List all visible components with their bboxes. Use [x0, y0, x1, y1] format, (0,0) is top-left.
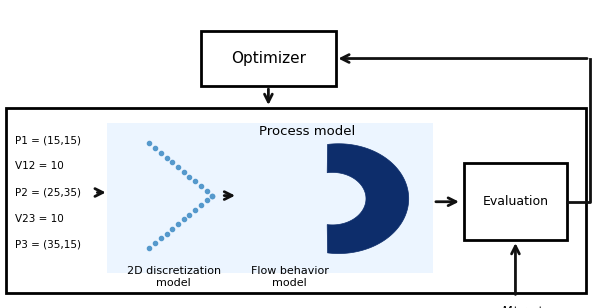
Text: $M$: $M$	[501, 305, 512, 308]
Text: Optimizer: Optimizer	[231, 51, 306, 66]
FancyBboxPatch shape	[464, 163, 567, 240]
Text: Flow behavior
model: Flow behavior model	[251, 265, 329, 288]
FancyBboxPatch shape	[107, 123, 433, 273]
Text: V23 = 10: V23 = 10	[15, 214, 64, 224]
Text: Evaluation: Evaluation	[483, 195, 548, 208]
Text: V12 = 10: V12 = 10	[15, 161, 64, 171]
Text: target: target	[514, 306, 544, 308]
Text: P1 = (15,15): P1 = (15,15)	[15, 135, 81, 145]
Polygon shape	[327, 144, 409, 253]
Text: P2 = (25,35): P2 = (25,35)	[15, 188, 81, 197]
FancyBboxPatch shape	[6, 108, 586, 293]
Text: Process model: Process model	[259, 125, 356, 138]
Text: 2D discretization
model: 2D discretization model	[127, 265, 221, 288]
Text: P3 = (35,15): P3 = (35,15)	[15, 240, 81, 250]
FancyBboxPatch shape	[201, 31, 336, 86]
